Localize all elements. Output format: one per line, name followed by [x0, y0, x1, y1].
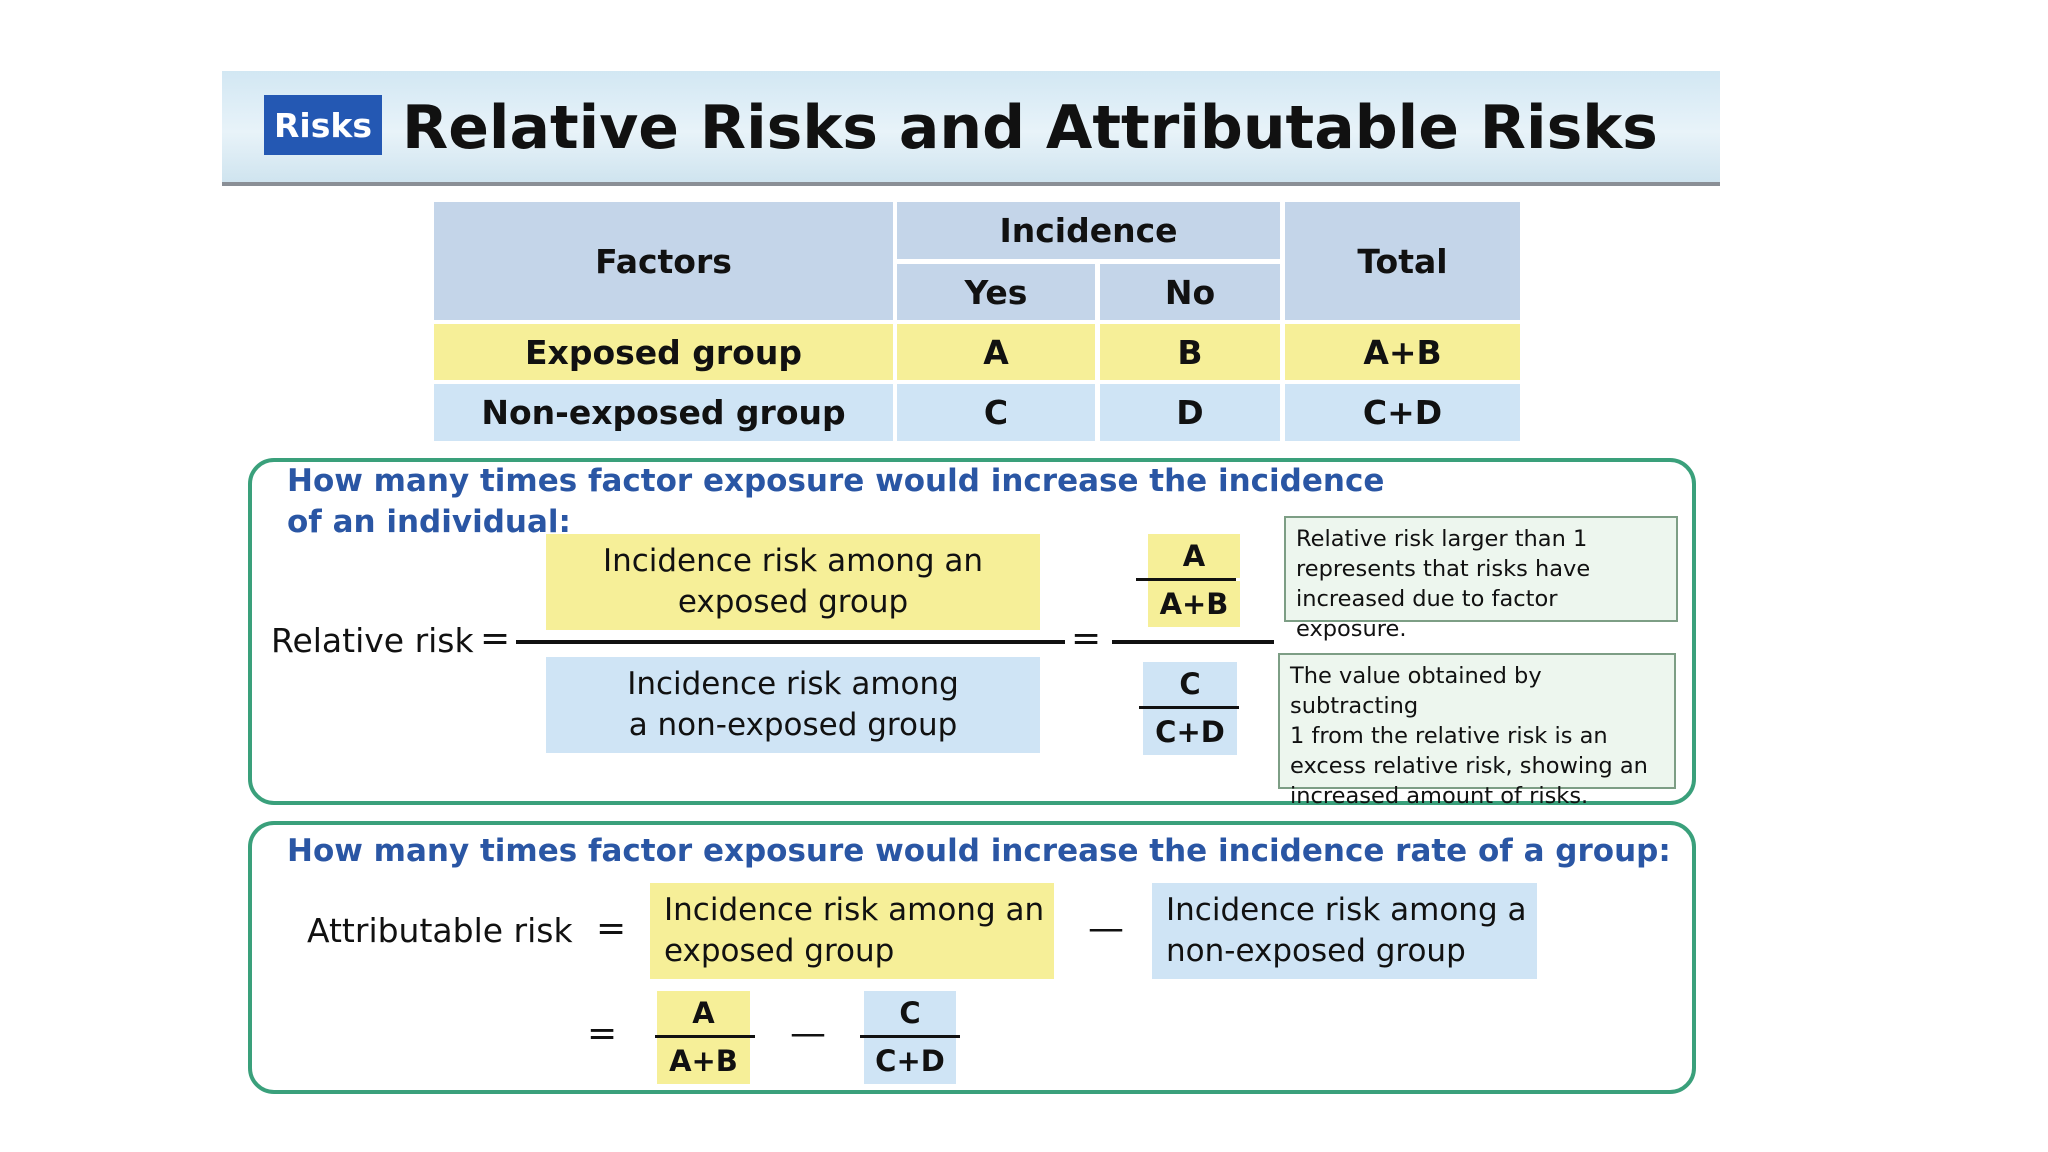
- row-nonexposed-no: D: [1100, 384, 1280, 441]
- total-header: Total: [1285, 202, 1520, 320]
- attributable-exposed-box: Incidence risk among an exposed group: [650, 883, 1054, 979]
- incidence-header: Incidence: [897, 202, 1280, 259]
- row-exposed-yes: A: [897, 324, 1095, 380]
- attributable-risk-equals: =: [596, 908, 627, 949]
- relative-risk-heading-line2: of an individual:: [287, 504, 571, 540]
- attributable-second-equals: =: [587, 1013, 618, 1054]
- row-exposed-label: Exposed group: [434, 324, 893, 380]
- excess-relative-risk-note: The value obtained by subtracting 1 from…: [1278, 653, 1676, 809]
- rr-den-bottom: C+D: [1143, 709, 1237, 755]
- rr-den-fraction-bar: [1139, 706, 1239, 709]
- attributable-risk-label: Attributable risk: [307, 911, 573, 950]
- row-nonexposed-total: C+D: [1285, 384, 1520, 441]
- relative-risk-heading-line1: How many times factor exposure would inc…: [287, 463, 1385, 499]
- ar-frac2-bottom: C+D: [864, 1038, 956, 1084]
- numerator-exposed-box: Incidence risk among an exposed group: [546, 534, 1040, 630]
- row-exposed-no: B: [1100, 324, 1280, 380]
- ar-frac1-bar: [655, 1035, 755, 1038]
- relative-risk-note: Relative risk larger than 1 represents t…: [1284, 516, 1678, 642]
- no-header: No: [1100, 264, 1280, 320]
- attributable-second-minus: —: [790, 1013, 826, 1054]
- rr-outer-fraction-bar: [1112, 640, 1274, 644]
- rr-num-top: A: [1148, 534, 1240, 578]
- ar-frac1-bottom: A+B: [657, 1038, 750, 1084]
- attributable-nonexposed-box: Incidence risk among a non-exposed group: [1152, 883, 1537, 979]
- factors-header: Factors: [434, 202, 893, 320]
- ar-frac1-top: A: [657, 991, 750, 1035]
- denominator-nonexposed-box: Incidence risk among a non-exposed group: [546, 657, 1040, 753]
- page-title: Relative Risks and Attributable Risks: [402, 93, 1658, 163]
- relative-risk-label: Relative risk: [271, 621, 474, 660]
- header-banner: [222, 71, 1720, 186]
- ar-frac2-top: C: [864, 991, 956, 1035]
- risks-badge: Risks: [264, 95, 382, 155]
- rr-num-bottom: A+B: [1148, 581, 1240, 627]
- rr-den-top: C: [1143, 662, 1237, 706]
- relative-risk-equals: =: [480, 618, 511, 659]
- relative-second-equals: =: [1071, 618, 1102, 659]
- main-fraction-bar: [516, 640, 1065, 644]
- row-exposed-total: A+B: [1285, 324, 1520, 380]
- attributable-risk-heading: How many times factor exposure would inc…: [287, 833, 1671, 869]
- attributable-minus: —: [1088, 908, 1124, 949]
- row-nonexposed-yes: C: [897, 384, 1095, 441]
- yes-header: Yes: [897, 264, 1095, 320]
- row-nonexposed-label: Non-exposed group: [434, 384, 893, 441]
- ar-frac2-bar: [860, 1035, 960, 1038]
- rr-num-fraction-bar: [1136, 578, 1236, 581]
